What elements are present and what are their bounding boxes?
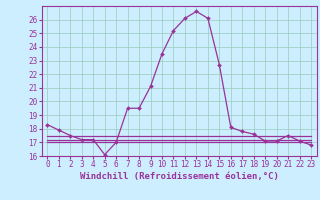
X-axis label: Windchill (Refroidissement éolien,°C): Windchill (Refroidissement éolien,°C) [80, 172, 279, 181]
